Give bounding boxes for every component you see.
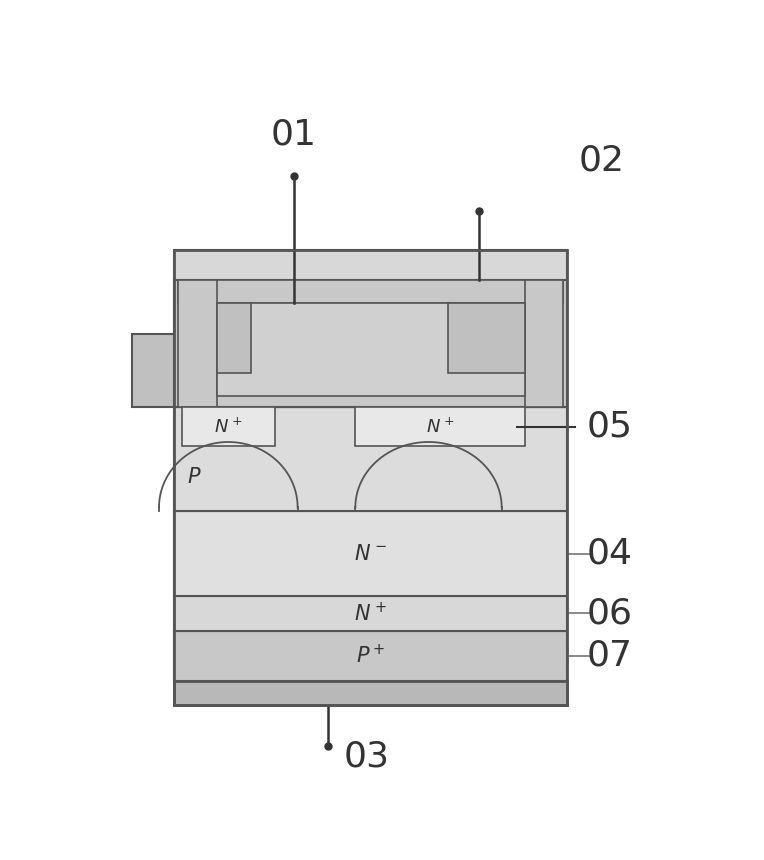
Text: $N^+$: $N^+$ xyxy=(214,417,242,436)
Bar xyxy=(174,249,567,408)
Bar xyxy=(174,249,567,705)
Bar xyxy=(174,408,567,512)
Text: $N^+$: $N^+$ xyxy=(354,602,387,625)
Bar xyxy=(178,280,563,304)
Bar xyxy=(525,280,563,408)
Text: 04: 04 xyxy=(586,537,633,571)
Bar xyxy=(182,408,274,445)
Text: $P^+$: $P^+$ xyxy=(356,644,386,667)
Bar xyxy=(217,304,525,396)
Text: 07: 07 xyxy=(586,639,633,673)
Text: P: P xyxy=(187,467,200,487)
Bar xyxy=(174,681,567,705)
Bar xyxy=(217,304,251,372)
Bar xyxy=(178,280,217,408)
Bar xyxy=(174,512,567,596)
Bar xyxy=(174,280,567,408)
Text: 06: 06 xyxy=(586,596,633,630)
Bar xyxy=(132,335,174,408)
Text: $N^-$: $N^-$ xyxy=(354,544,387,563)
Bar xyxy=(448,304,525,372)
Text: 01: 01 xyxy=(270,117,317,151)
Bar xyxy=(174,596,567,630)
Text: $N^+$: $N^+$ xyxy=(426,417,455,436)
Text: 03: 03 xyxy=(344,739,390,773)
Text: 05: 05 xyxy=(586,409,633,444)
Bar xyxy=(355,408,525,445)
Text: 02: 02 xyxy=(578,144,625,178)
Bar xyxy=(174,630,567,681)
